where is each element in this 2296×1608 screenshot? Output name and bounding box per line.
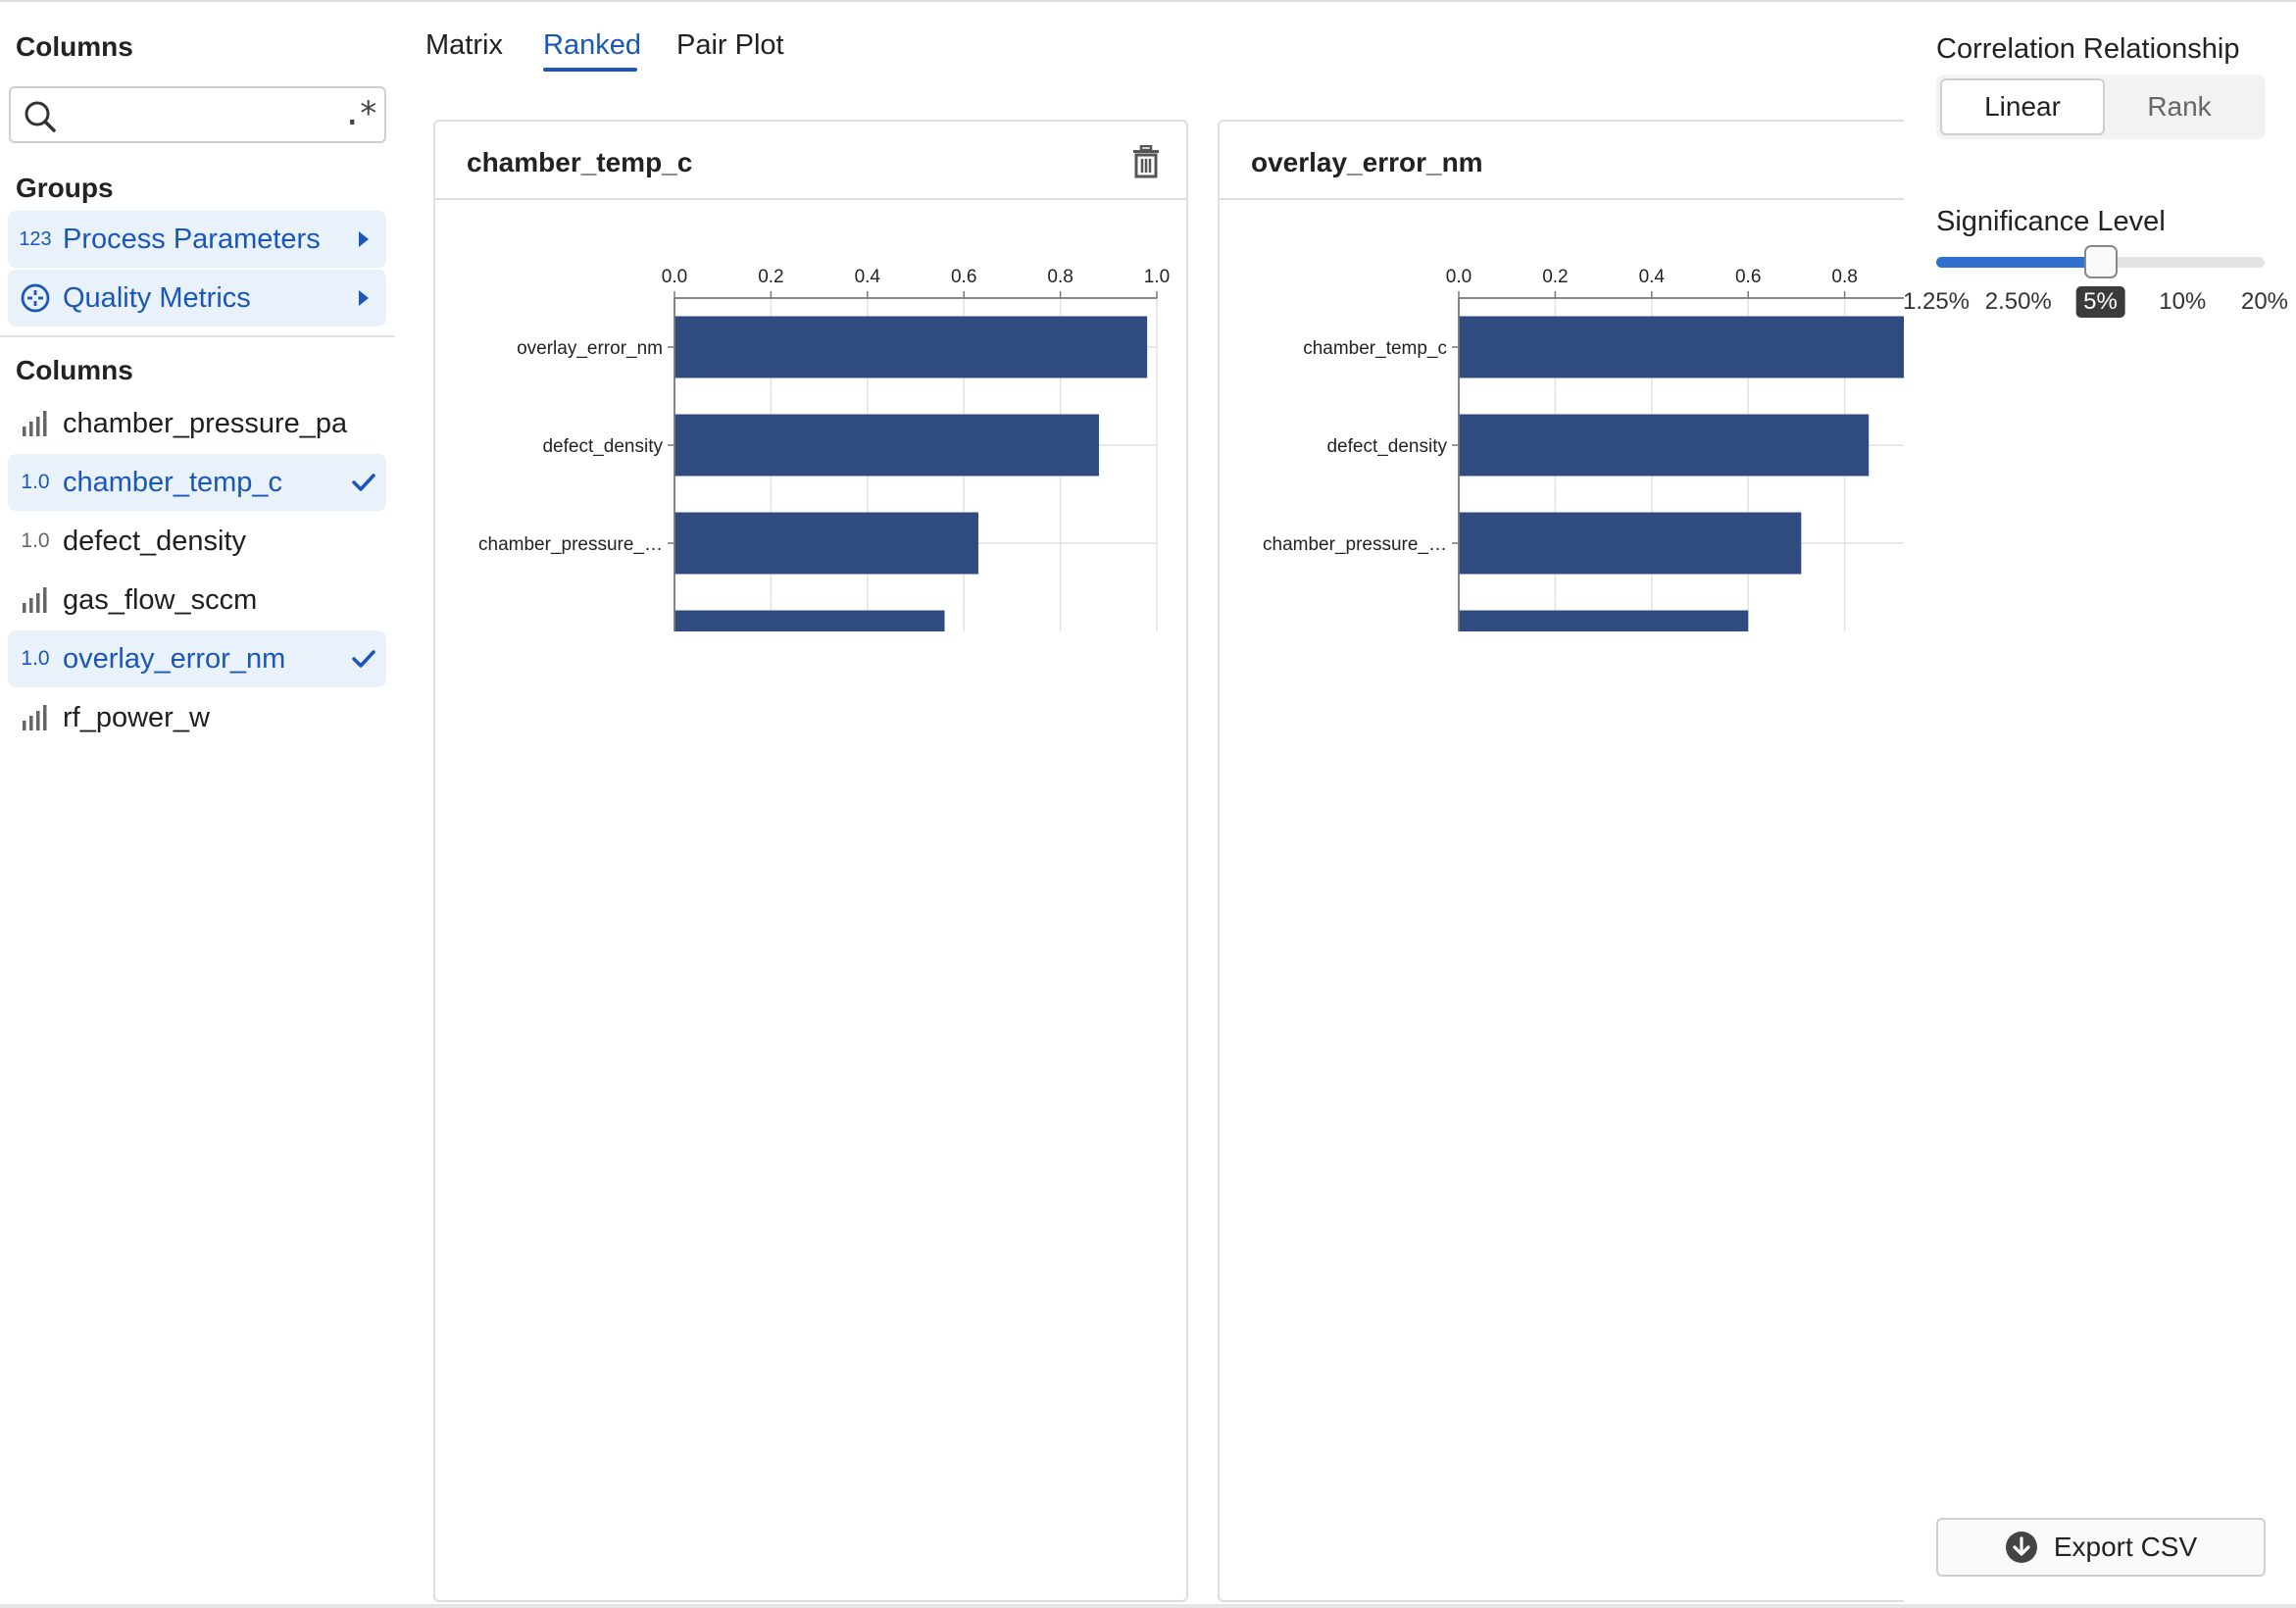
category-label: chamber_pressure_…	[478, 534, 663, 555]
column-item-overlay-error-nm[interactable]: 1.0 overlay_error_nm	[8, 630, 386, 687]
checkmark-icon	[341, 649, 386, 669]
group-item-process-parameters[interactable]: 123 Process Parameters	[8, 211, 386, 268]
top-border	[0, 0, 2296, 2]
rank-option[interactable]: Rank	[2147, 91, 2212, 122]
sidebar: Columns .* Groups 123 Process Parameters…	[0, 0, 397, 1608]
bar-chart-icon	[8, 703, 63, 732]
numeric-badge: 1.0	[21, 529, 50, 552]
trash-icon[interactable]	[1131, 145, 1161, 178]
x-tick-label: 0.6	[1735, 267, 1761, 287]
column-label: chamber_pressure_pa	[63, 407, 348, 439]
x-tick-label: 0.2	[758, 267, 783, 287]
columns-title: Columns	[16, 31, 133, 62]
ranked-bar-chart: 0.0 0.2 0.4 0.6 0.8 1.0chamber_temp_cdefect_d…	[1263, 267, 1904, 632]
ranked-panel-chamber-temp-c: chamber_temp_c 0.0 0.2 0.4 0.6 0.8 1.0 overlay…	[433, 120, 1188, 1602]
column-label: gas_flow_sccm	[63, 583, 258, 616]
bottom-border	[0, 1604, 2296, 1608]
active-tab-indicator	[543, 68, 637, 72]
numeric-badge: 1.0	[21, 647, 50, 670]
column-label: defect_density	[63, 525, 247, 557]
ranked-bar-chart: 0.0 0.2 0.4 0.6 0.8 1.0 overlay_error_nmdefect…	[478, 267, 1170, 632]
download-icon	[2005, 1532, 2037, 1563]
panel-header: chamber_temp_c	[435, 122, 1186, 200]
significance-slider-thumb[interactable]	[2083, 245, 2118, 278]
bar[interactable]	[1459, 512, 1802, 575]
category-label: chamber_pressure_…	[1263, 534, 1447, 555]
tab-matrix[interactable]: Matrix	[425, 29, 503, 61]
x-tick-label: 0.4	[1639, 267, 1666, 287]
significance-tick-label[interactable]: 1.25%	[1902, 288, 1971, 315]
x-tick-label: 0.0	[1446, 267, 1472, 287]
correlation-relationship-title: Correlation Relationship	[1936, 33, 2240, 65]
x-tick-label: 0.0	[662, 267, 687, 287]
significance-level-title: Significance Level	[1936, 206, 2166, 237]
search-icon	[25, 101, 56, 132]
export-csv-label: Export CSV	[2053, 1532, 2198, 1562]
bar-chart-icon	[8, 409, 63, 438]
category-label: defect_density	[1326, 436, 1447, 457]
x-tick-label: 0.6	[951, 267, 976, 287]
category-label: defect_density	[542, 436, 663, 457]
panel-title: overlay_error_nm	[1251, 147, 1483, 177]
column-item-gas-flow-sccm[interactable]: gas_flow_sccm	[8, 572, 386, 628]
crosshair-icon	[8, 282, 63, 314]
relationship-toggle: Linear Rank	[1936, 75, 2266, 139]
group-label: Process Parameters	[63, 223, 321, 255]
numeric-123-icon: 123	[19, 227, 52, 250]
bar[interactable]	[674, 512, 978, 575]
bar[interactable]	[1459, 316, 1904, 378]
groups-title: Groups	[16, 173, 114, 203]
group-item-quality-metrics[interactable]: Quality Metrics	[8, 270, 386, 327]
bar[interactable]	[1459, 414, 1870, 477]
significance-slider-fill	[1936, 257, 2101, 268]
bar-chart-icon	[8, 585, 63, 615]
column-label: overlay_error_nm	[63, 642, 286, 675]
column-item-chamber-pressure-pa[interactable]: chamber_pressure_pa	[8, 395, 386, 452]
bar[interactable]	[674, 316, 1148, 378]
bar[interactable]	[674, 414, 1099, 477]
caret-right-icon[interactable]	[341, 289, 386, 307]
significance-tick-label[interactable]: 20%	[2240, 288, 2289, 315]
x-tick-label: 1.0	[1144, 267, 1170, 287]
bar[interactable]	[1459, 610, 1749, 632]
category-label: overlay_error_nm	[517, 338, 663, 359]
export-csv-button[interactable]: Export CSV	[1936, 1518, 2266, 1577]
tab-pair-plot[interactable]: Pair Plot	[676, 29, 784, 61]
ranked-panel-overlay-error-nm: overlay_error_nm 0.0 0.2 0.4 0.6 0.8 1.0 chamb…	[1218, 120, 1904, 1602]
significance-tick-label[interactable]: 5%	[2075, 286, 2125, 318]
sidebar-divider	[0, 335, 395, 337]
regex-toggle-icon[interactable]: .*	[342, 94, 378, 133]
linear-option[interactable]: Linear	[1940, 78, 2105, 135]
column-item-chamber-temp-c[interactable]: 1.0 chamber_temp_c	[8, 454, 386, 511]
search-box[interactable]: .*	[9, 86, 386, 143]
ranked-chart-area: chamber_temp_c 0.0 0.2 0.4 0.6 0.8 1.0 overlay…	[412, 118, 1904, 1608]
x-tick-label: 0.8	[1047, 267, 1073, 287]
columns-subtitle: Columns	[16, 355, 133, 385]
category-label: chamber_temp_c	[1303, 338, 1447, 359]
group-label: Quality Metrics	[63, 281, 251, 314]
tab-ranked[interactable]: Ranked	[543, 29, 641, 61]
column-item-rf-power-w[interactable]: rf_power_w	[8, 689, 386, 746]
bar[interactable]	[674, 610, 945, 632]
x-tick-label: 0.2	[1542, 267, 1568, 287]
x-tick-label: 0.8	[1831, 267, 1857, 287]
column-label: chamber_temp_c	[63, 466, 283, 498]
x-tick-label: 0.4	[855, 267, 881, 287]
search-input[interactable]	[66, 96, 330, 133]
panel-header: overlay_error_nm	[1220, 122, 1904, 200]
column-item-defect-density[interactable]: 1.0 defect_density	[8, 513, 386, 570]
checkmark-icon	[341, 473, 386, 492]
panel-title: chamber_temp_c	[467, 147, 693, 177]
numeric-badge: 1.0	[21, 471, 50, 493]
significance-tick-label[interactable]: 2.50%	[1984, 288, 2052, 315]
column-label: rf_power_w	[63, 701, 210, 733]
caret-right-icon[interactable]	[341, 230, 386, 248]
significance-tick-label[interactable]: 10%	[2159, 288, 2207, 315]
